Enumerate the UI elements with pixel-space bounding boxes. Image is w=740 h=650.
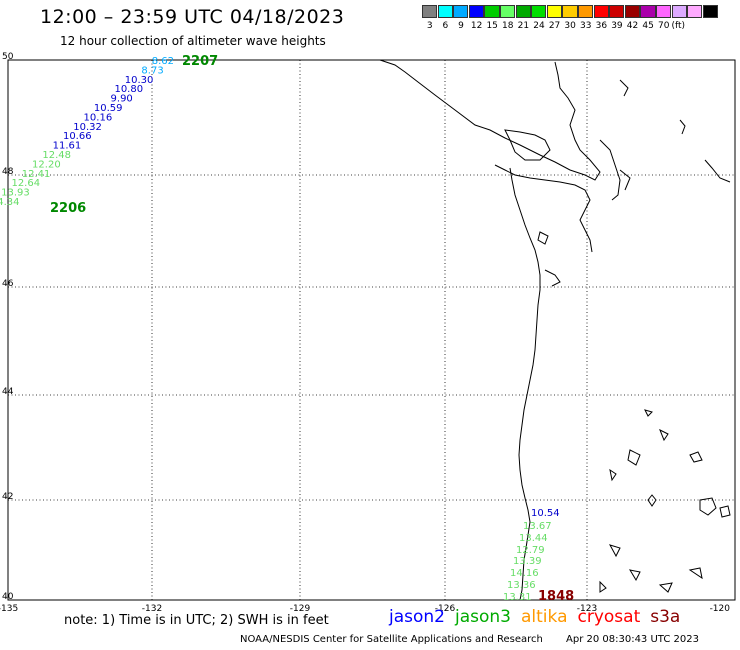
satellite-name: cryosat bbox=[577, 607, 641, 627]
legend-label: 24 bbox=[533, 21, 545, 31]
legend-swatch bbox=[671, 5, 687, 18]
swh-value: 10.30 bbox=[125, 75, 154, 86]
swh-value: 12.79 bbox=[516, 545, 545, 556]
satellite-legend: jason2 jason3 altika cryosat s3a bbox=[389, 607, 690, 627]
legend-swatch bbox=[546, 5, 563, 18]
latitude-label: 48 bbox=[2, 167, 14, 177]
longitude-label: -120 bbox=[710, 604, 731, 614]
legend-swatch bbox=[624, 5, 641, 18]
swh-value: 12.41 bbox=[22, 169, 51, 180]
swh-value: 14.34 bbox=[0, 197, 20, 208]
jason3-track: 8.628.7310.3010.809.9010.5910.1610.3210.… bbox=[0, 54, 218, 216]
generation-timestamp: Apr 20 08:30:43 UTC 2023 bbox=[566, 634, 699, 645]
legend-swatch bbox=[531, 5, 547, 18]
pass-time: 1848 bbox=[538, 589, 574, 604]
legend-label: 9 bbox=[458, 21, 464, 31]
swh-value: 13.67 bbox=[523, 521, 552, 532]
latitude-labels: 50 48 46 44 42 40 bbox=[2, 52, 14, 602]
swh-value: 10.80 bbox=[114, 84, 143, 95]
swh-value: 10.59 bbox=[94, 103, 123, 114]
swh-value: 12.48 bbox=[42, 150, 71, 161]
latitude-label: 40 bbox=[2, 592, 14, 602]
latitude-label: 46 bbox=[2, 279, 14, 289]
legend-label: 21 bbox=[517, 21, 530, 31]
longitude-label: -123 bbox=[577, 604, 597, 614]
longitude-label: -132 bbox=[142, 604, 162, 614]
legend-label: 12 bbox=[470, 21, 483, 31]
swh-value: 9.90 bbox=[111, 94, 133, 105]
swh-value: 13.39 bbox=[513, 556, 542, 567]
swh-value: 8.62 bbox=[152, 56, 174, 67]
legend-swatch bbox=[702, 5, 718, 18]
satellite-name: jason3 bbox=[455, 607, 511, 627]
pass-time: 2206 bbox=[50, 201, 86, 216]
latitude-label: 50 bbox=[2, 52, 14, 62]
legend-swatch bbox=[577, 5, 594, 18]
color-legend: 3 6 9 12 15 18 21 24 27 30 33 36 39 42 45 70 (ft) bbox=[422, 5, 718, 31]
legend-swatches bbox=[422, 5, 718, 18]
latitude-label: 44 bbox=[2, 387, 14, 397]
legend-swatch bbox=[515, 5, 531, 18]
swh-value: 13.31 bbox=[503, 592, 532, 603]
satellite-name: jason2 bbox=[389, 607, 445, 627]
swh-value: 10.66 bbox=[63, 131, 92, 142]
legend-label: 3 bbox=[426, 21, 433, 31]
legend-label: 42 bbox=[626, 21, 639, 31]
longitude-label: -126 bbox=[435, 604, 456, 614]
legend-label: 45 bbox=[642, 21, 654, 31]
swh-value: 13.36 bbox=[507, 580, 536, 591]
legend-swatch bbox=[499, 5, 516, 18]
legend-label: 70 bbox=[657, 21, 670, 31]
satellite-name: altika bbox=[521, 607, 568, 627]
legend-swatch bbox=[655, 5, 672, 18]
legend-swatch bbox=[484, 5, 500, 18]
swh-value: 8.73 bbox=[141, 65, 163, 76]
legend-label: 6 bbox=[442, 21, 449, 31]
longitude-labels: -135 -132 -129 -126 -123 -120 bbox=[0, 604, 730, 614]
legend-label: 33 bbox=[580, 21, 592, 31]
swh-value: 13.93 bbox=[1, 188, 30, 199]
legend-swatch bbox=[609, 5, 625, 18]
legend-label: 36 bbox=[595, 21, 608, 31]
grid-lines bbox=[8, 60, 735, 600]
legend-swatch bbox=[422, 5, 438, 18]
legend-unit: (ft) bbox=[671, 21, 686, 31]
credit-line: NOAA/NESDIS Center for Satellite Applica… bbox=[240, 634, 543, 645]
longitude-label: -129 bbox=[290, 604, 311, 614]
swh-value: 13.44 bbox=[519, 533, 548, 544]
swh-value: 11.61 bbox=[53, 141, 82, 152]
map-frame bbox=[7, 59, 736, 601]
legend-label: 18 bbox=[502, 21, 514, 31]
legend-swatch bbox=[453, 5, 469, 18]
legend-label: 27 bbox=[548, 21, 561, 31]
coastline bbox=[379, 59, 731, 601]
legend-label: 15 bbox=[486, 21, 498, 31]
legend-labels: 3 6 9 12 15 18 21 24 27 30 33 36 39 42 45 70 (ft) bbox=[422, 21, 718, 31]
swh-value: 10.54 bbox=[531, 508, 560, 519]
legend-swatch bbox=[437, 5, 453, 18]
swh-value: 12.20 bbox=[32, 159, 61, 170]
pass-time: 2207 bbox=[182, 54, 218, 69]
legend-swatch bbox=[562, 5, 578, 18]
legend-swatch bbox=[468, 5, 485, 18]
longitude-label: -135 bbox=[0, 604, 18, 614]
latitude-label: 42 bbox=[2, 492, 13, 502]
map-subtitle: 12 hour collection of altimeter wave hei… bbox=[60, 34, 326, 48]
swh-value: 10.32 bbox=[73, 122, 102, 133]
satellite-name: s3a bbox=[650, 607, 681, 627]
legend-swatch bbox=[593, 5, 609, 18]
map-title: 12:00 – 23:59 UTC 04/18/2023 bbox=[40, 6, 345, 28]
legend-label: 39 bbox=[611, 21, 623, 31]
swh-value: 10.16 bbox=[84, 112, 113, 123]
legend-swatch bbox=[687, 5, 703, 18]
legend-label: 30 bbox=[564, 21, 576, 31]
legend-swatch bbox=[640, 5, 656, 18]
swh-value: 12.64 bbox=[11, 178, 40, 189]
cryosat-track: 10.54 13.6713.4412.7913.3914.1613.3613.31… bbox=[503, 508, 574, 604]
swh-value: 14.16 bbox=[510, 568, 539, 579]
footer-note: note: 1) Time is in UTC; 2) SWH is in fe… bbox=[64, 613, 329, 628]
